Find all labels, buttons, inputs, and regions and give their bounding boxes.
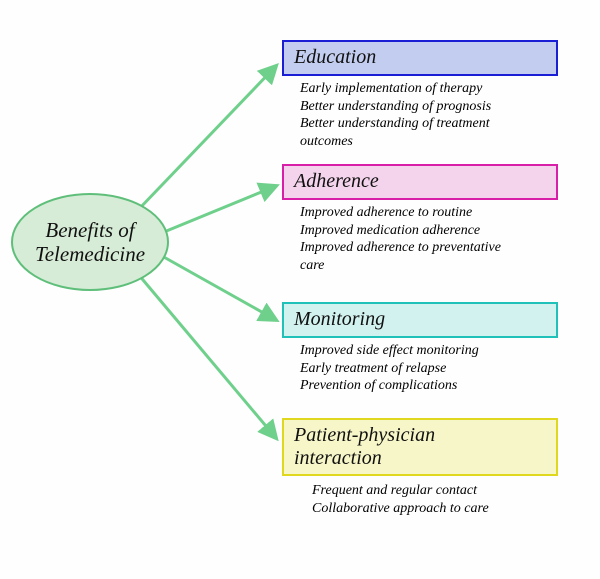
category-box-adherence: Adherence: [282, 164, 558, 200]
diagram-canvas: Benefits of Telemedicine Education Early …: [0, 0, 600, 579]
center-node: Benefits of Telemedicine: [12, 194, 168, 290]
arrow-adherence: [164, 186, 276, 232]
category-box-patient-physician: Patient-physician interaction: [282, 418, 558, 476]
bullet-line: Improved medication adherence: [300, 222, 570, 240]
category-title: Monitoring: [294, 308, 385, 330]
category-box-education: Education: [282, 40, 558, 76]
bullet-line: Better understanding of treatment: [300, 115, 570, 133]
bullets-adherence: Improved adherence to routineImproved me…: [300, 204, 570, 274]
category-box-monitoring: Monitoring: [282, 302, 558, 338]
bullet-line: Better understanding of prognosis: [300, 98, 570, 116]
arrow-monitoring: [162, 256, 276, 320]
bullets-patient-physician: Frequent and regular contactCollaborativ…: [312, 482, 582, 517]
bullet-line: care: [300, 257, 570, 275]
bullet-line: Collaborative approach to care: [312, 500, 582, 518]
bullet-line: Early treatment of relapse: [300, 360, 570, 378]
bullet-line: outcomes: [300, 133, 570, 151]
bullet-line: Improved adherence to routine: [300, 204, 570, 222]
category-title: Adherence: [294, 170, 379, 192]
bullet-line: Prevention of complications: [300, 377, 570, 395]
bullet-line: Improved side effect monitoring: [300, 342, 570, 360]
arrow-patient-physician: [138, 274, 276, 438]
category-title: Education: [294, 46, 376, 68]
bullet-line: Improved adherence to preventative: [300, 239, 570, 257]
center-label: Benefits of Telemedicine: [35, 218, 145, 266]
bullets-monitoring: Improved side effect monitoringEarly tre…: [300, 342, 570, 395]
bullets-education: Early implementation of therapyBetter un…: [300, 80, 570, 150]
bullet-line: Early implementation of therapy: [300, 80, 570, 98]
category-title: Patient-physician interaction: [294, 424, 435, 469]
bullet-line: Frequent and regular contact: [312, 482, 582, 500]
arrow-education: [138, 66, 276, 210]
